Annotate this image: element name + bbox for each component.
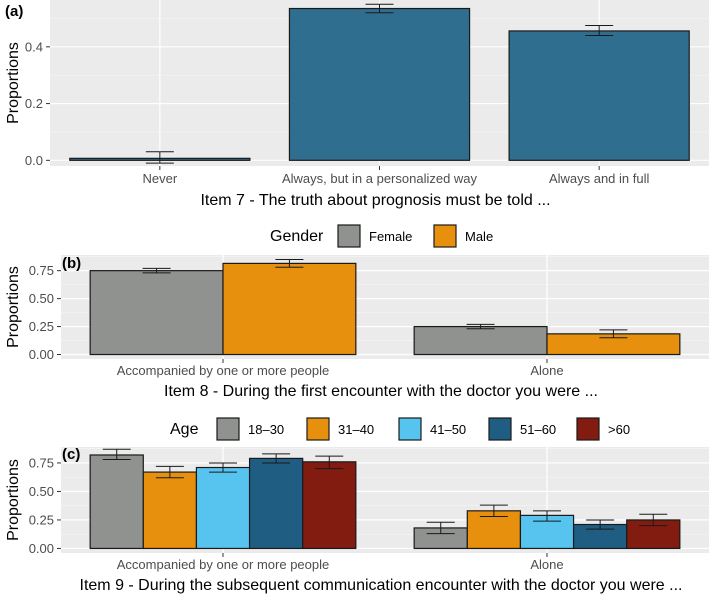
bar xyxy=(248,457,304,550)
legend-key xyxy=(306,417,330,441)
y-tick-label: 0.25 xyxy=(29,319,54,334)
panel-label: (c) xyxy=(62,446,80,463)
legend-label: 31–40 xyxy=(338,422,374,437)
x-tick-label: Accompanied by one or more people xyxy=(117,557,329,572)
legend-key xyxy=(433,224,457,248)
x-axis-title: Item 9 - During the subsequent communica… xyxy=(80,577,683,594)
legend: Age 18–30 31–40 41–50 51–60 >60 xyxy=(170,417,630,441)
y-tick-label: 0.50 xyxy=(29,484,54,499)
y-axis-title: Proportions xyxy=(5,266,22,348)
panel-label: (a) xyxy=(5,3,23,20)
x-tick-label: Accompanied by one or more people xyxy=(117,363,329,378)
legend-label: Male xyxy=(465,229,493,244)
panel-1: 0.0 0.2 0.4 Never Always, but in a personali… xyxy=(5,0,709,209)
y-tick-label: 0.4 xyxy=(25,39,43,54)
legend-key xyxy=(576,417,600,441)
x-tick-label: Always and in full xyxy=(549,171,650,186)
legend-label: 18–30 xyxy=(248,422,284,437)
legend-key xyxy=(216,417,240,441)
x-tick-label: Never xyxy=(142,171,177,186)
x-axis-title: Item 8 - During the first encounter with… xyxy=(164,383,598,400)
legend-label: >60 xyxy=(608,422,630,437)
y-tick-label: 0.0 xyxy=(25,153,43,168)
x-tick-label: Always, but in a personalized way xyxy=(282,171,478,186)
legend-key xyxy=(398,417,422,441)
legend-title: Gender xyxy=(270,228,324,245)
bar xyxy=(142,471,198,550)
y-tick-label: 0.25 xyxy=(29,512,54,527)
bar xyxy=(288,7,471,161)
legend-key xyxy=(488,417,512,441)
panel-2: 0.00 0.25 0.50 0.75 Accompanied by one or mo… xyxy=(5,224,709,400)
y-tick-label: 0.75 xyxy=(29,455,54,470)
y-tick-label: 0.00 xyxy=(29,347,54,362)
legend: Gender Female Male xyxy=(270,224,493,248)
x-axis-title: Item 7 - The truth about prognosis must … xyxy=(200,192,550,209)
y-tick-label: 0.00 xyxy=(29,541,54,556)
bar xyxy=(302,461,357,550)
panel-3: 0.00 0.25 0.50 0.75 Accompanied by one or mo… xyxy=(5,417,709,594)
y-axis-title: Proportions xyxy=(5,459,22,541)
bar xyxy=(89,270,224,356)
panel-label: (b) xyxy=(62,255,81,272)
legend-title: Age xyxy=(170,421,199,438)
y-tick-label: 0.50 xyxy=(29,291,54,306)
legend-label: 51–60 xyxy=(520,422,556,437)
legend-key xyxy=(337,224,361,248)
legend-label: Female xyxy=(369,229,412,244)
bar xyxy=(222,262,357,356)
y-axis-title: Proportions xyxy=(5,42,22,124)
y-tick-label: 0.2 xyxy=(25,96,43,111)
bar xyxy=(508,30,690,161)
x-tick-label: Alone xyxy=(530,557,563,572)
bar xyxy=(89,454,144,550)
bar xyxy=(195,466,251,550)
legend-label: 41–50 xyxy=(430,422,466,437)
y-tick-label: 0.75 xyxy=(29,263,54,278)
x-tick-label: Alone xyxy=(530,363,563,378)
bar xyxy=(413,325,548,356)
